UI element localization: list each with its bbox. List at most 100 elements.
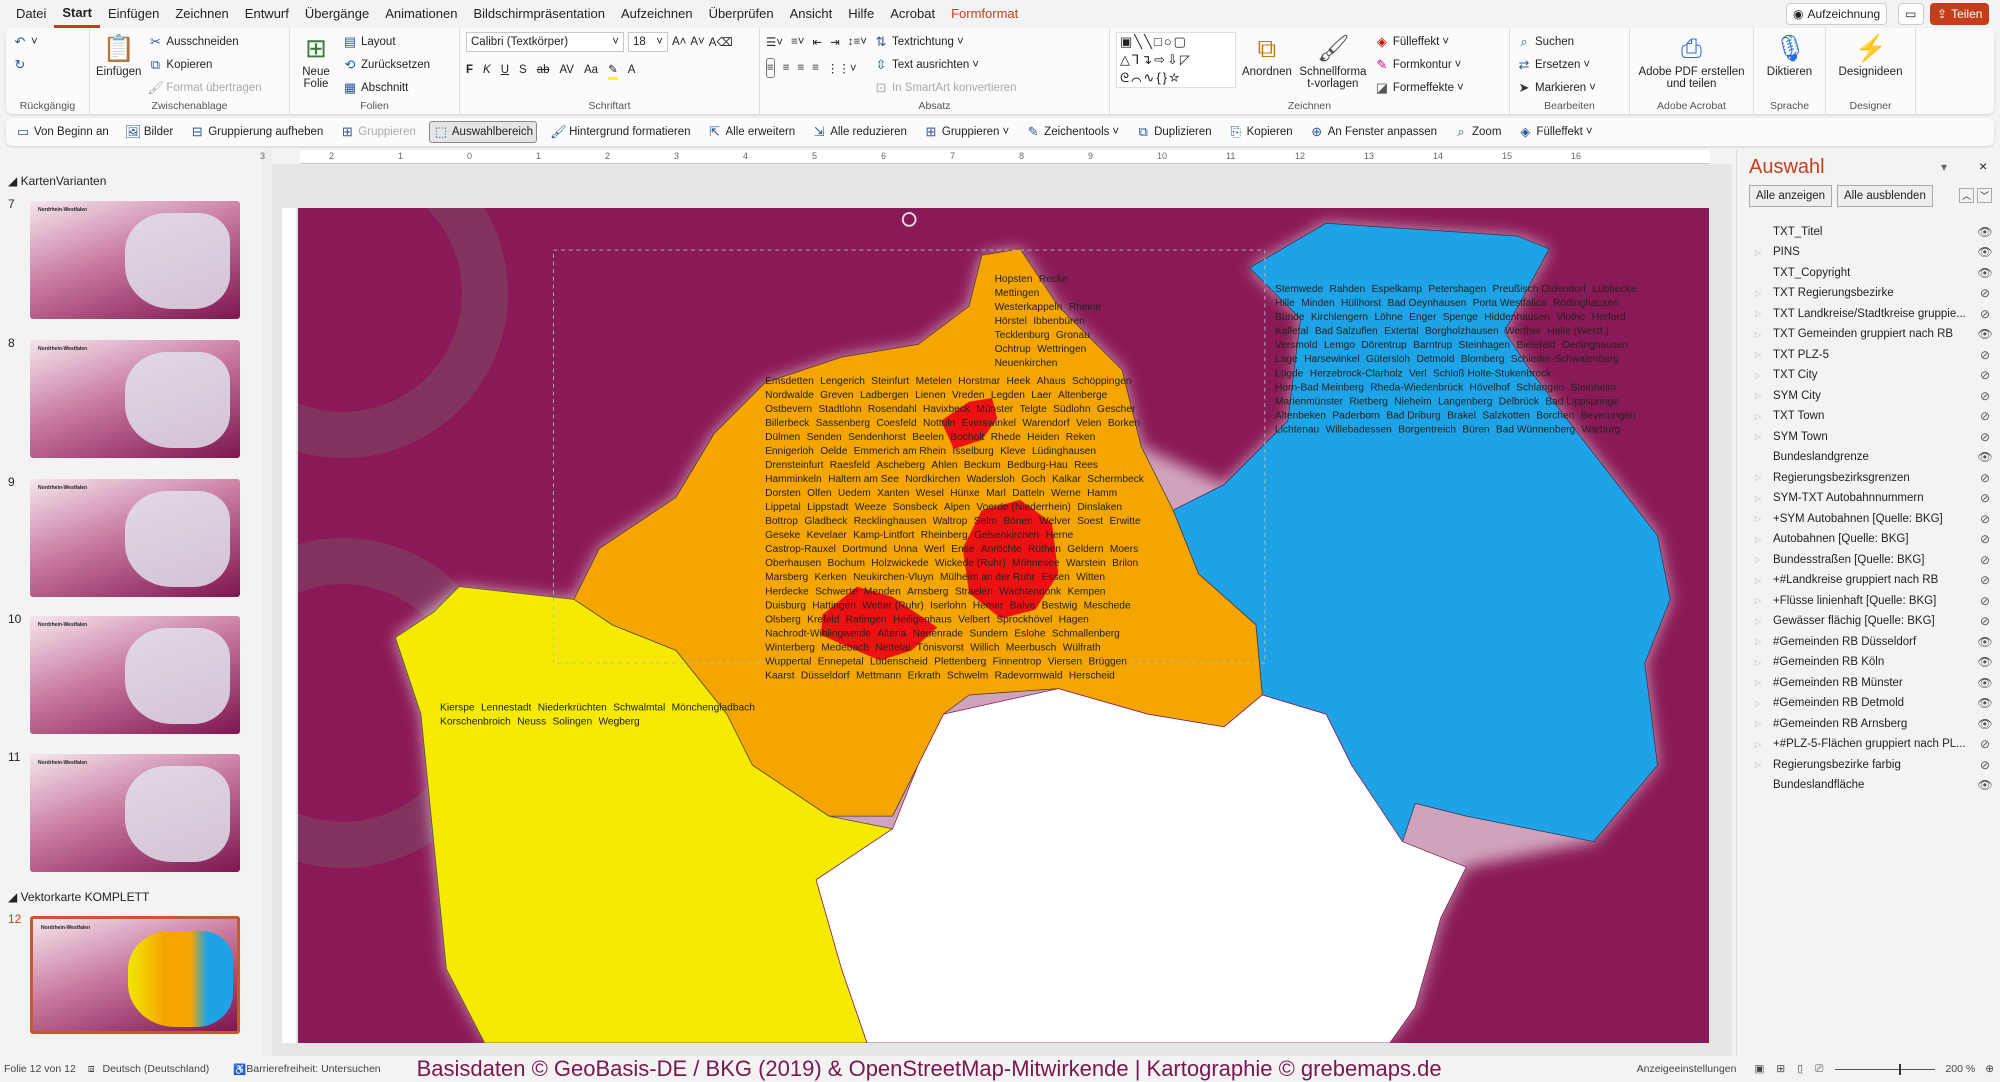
municipality-duelmen[interactable] bbox=[821, 586, 938, 661]
tab-aufzeichnen[interactable]: Aufzeichnen bbox=[621, 6, 693, 21]
expand-icon[interactable]: ▷ bbox=[1755, 514, 1762, 524]
expand-icon[interactable]: ▷ bbox=[1755, 678, 1762, 688]
copy-button[interactable]: ⧉ Kopieren bbox=[147, 55, 261, 75]
quick-an-fenster-anpassen-button[interactable]: ⊕ An Fenster anpassen bbox=[1306, 122, 1440, 142]
expand-icon[interactable]: ▷ bbox=[1755, 473, 1762, 483]
align-center-icon[interactable]: ≡ bbox=[782, 62, 790, 74]
expand-icon[interactable]: ▷ bbox=[1755, 616, 1762, 626]
adobe-pdf-button[interactable]: ⎙ Adobe PDF erstellen und teilen bbox=[1638, 33, 1745, 90]
eye-icon[interactable]: 👁 bbox=[1977, 655, 1993, 670]
bullets-icon[interactable]: ☰˅ bbox=[766, 37, 784, 49]
eye-icon[interactable]: 👁 bbox=[1977, 327, 1993, 342]
expand-icon[interactable]: ▷ bbox=[1755, 432, 1762, 442]
highlighted-municipalities[interactable] bbox=[821, 397, 1059, 661]
quick-bilder-button[interactable]: 🖼 Bilder bbox=[124, 124, 174, 139]
layout-button[interactable]: ▤ Layout bbox=[343, 34, 396, 49]
layer-item[interactable]: ▷ TXT Landkreise/Stadtkreise gruppie... ⊘ bbox=[1755, 304, 1995, 324]
region-arnsberg[interactable] bbox=[815, 688, 1467, 1043]
tab-datei[interactable]: Datei bbox=[16, 6, 47, 21]
eye-off-icon[interactable]: ⊘ bbox=[1979, 286, 1991, 301]
municipality-emsdetten[interactable] bbox=[941, 397, 998, 449]
slide-thumbnail[interactable]: Nordrhein-Westfalen bbox=[30, 201, 240, 319]
expand-icon[interactable]: ▷ bbox=[1755, 493, 1762, 503]
eye-icon[interactable]: 👁 bbox=[1977, 675, 1993, 690]
align-text-button[interactable]: ⇳ Text ausrichten ˅ bbox=[873, 55, 1017, 75]
eye-off-icon[interactable]: ⊘ bbox=[1979, 737, 1991, 752]
layer-item[interactable]: ▷ #Gemeinden RB Köln 👁 bbox=[1755, 653, 1995, 673]
eye-off-icon[interactable]: ⊘ bbox=[1979, 429, 1991, 444]
record-button[interactable]: ◉ Aufzeichnung bbox=[1786, 3, 1888, 25]
expand-icon[interactable]: ▷ bbox=[1755, 698, 1762, 708]
zoom-slider[interactable] bbox=[1835, 1063, 1936, 1075]
expand-icon[interactable]: ▷ bbox=[1755, 719, 1762, 729]
bold-button[interactable]: F bbox=[466, 64, 474, 76]
font-name-select[interactable]: Calibri (Textkörper) ˅ bbox=[466, 32, 624, 52]
quick-auswahlbereich-button[interactable]: ⬚ Auswahlbereich bbox=[428, 121, 538, 143]
quick-zoom-button[interactable]: ⌕ Zoom bbox=[1450, 122, 1504, 142]
expand-icon[interactable]: ▷ bbox=[1755, 309, 1762, 319]
layer-item[interactable]: ▷ #Gemeinden RB Düsseldorf 👁 bbox=[1755, 632, 1995, 652]
quick-fülleffekt-button[interactable]: ◈ Fülleffekt ˅ bbox=[1514, 122, 1595, 142]
layer-item[interactable]: ▷ SYM-TXT Autobahnnummern ⊘ bbox=[1755, 489, 1995, 509]
view-settings-button[interactable]: Anzeigeeinstellungen bbox=[1636, 1063, 1737, 1075]
layer-item[interactable]: ▷ Regierungsbezirke farbig ⊘ bbox=[1755, 755, 1995, 775]
expand-icon[interactable]: ▷ bbox=[1755, 370, 1762, 380]
rotate-handle[interactable] bbox=[901, 212, 917, 227]
expand-icon[interactable]: ▷ bbox=[1755, 596, 1762, 606]
slide-thumbnail[interactable]: Nordrhein-Westfalen bbox=[30, 616, 240, 734]
shape-effects-button[interactable]: ◪ Formeffekte ˅ bbox=[1375, 80, 1464, 95]
quick-gruppieren-button[interactable]: ⊞ Gruppieren bbox=[336, 122, 419, 142]
eye-off-icon[interactable]: ⊘ bbox=[1979, 614, 1991, 629]
layer-item[interactable]: ▷ TXT City ⊘ bbox=[1755, 366, 1995, 386]
italic-button[interactable]: K bbox=[483, 64, 491, 76]
presentation-icon[interactable]: ⎚ bbox=[1815, 1062, 1824, 1075]
layer-item[interactable]: ▷ TXT Town ⊘ bbox=[1755, 407, 1995, 427]
quick-duplizieren-button[interactable]: ⧉ Duplizieren bbox=[1132, 122, 1215, 142]
columns-icon[interactable]: ⋮⋮˅ bbox=[826, 63, 857, 75]
close-icon[interactable]: × bbox=[1979, 158, 1988, 174]
quick-zeichentools-button[interactable]: ✎ Zeichentools ˅ bbox=[1022, 122, 1122, 142]
underline-button[interactable]: U bbox=[500, 64, 510, 76]
layer-item[interactable]: TXT_Copyright 👁 bbox=[1755, 263, 1995, 283]
line-spacing-icon[interactable]: ↕≡˅ bbox=[847, 36, 867, 48]
hide-all-button[interactable]: Alle ausblenden bbox=[1837, 185, 1933, 207]
expand-icon[interactable]: ▷ bbox=[1755, 329, 1762, 339]
quick-gruppieren-button[interactable]: ⊞ Gruppieren ˅ bbox=[920, 122, 1012, 142]
layer-item[interactable]: ▷ Bundesstraßen [Quelle: BKG] ⊘ bbox=[1755, 550, 1995, 570]
layer-item[interactable]: ▷ SYM City ⊘ bbox=[1755, 386, 1995, 406]
fit-window-icon[interactable]: ⊕ bbox=[1985, 1063, 1994, 1075]
eye-off-icon[interactable]: ⊘ bbox=[1979, 306, 1991, 321]
expand-icon[interactable]: ▷ bbox=[1755, 657, 1762, 667]
layer-item[interactable]: ▷ TXT PLZ-5 ⊘ bbox=[1755, 345, 1995, 365]
expand-icon[interactable]: ▷ bbox=[1755, 739, 1762, 749]
eye-off-icon[interactable]: ⊘ bbox=[1979, 757, 1991, 772]
eye-off-icon[interactable]: ⊘ bbox=[1979, 368, 1991, 383]
eye-off-icon[interactable]: ⊘ bbox=[1979, 491, 1991, 506]
nrw-map[interactable]: Hopsten Recke Mettingen Westerkappeln Rheine… bbox=[298, 208, 1709, 1043]
expand-icon[interactable]: ▷ bbox=[1755, 247, 1762, 257]
font-color-button[interactable]: A bbox=[627, 64, 636, 76]
tab-übergänge[interactable]: Übergänge bbox=[304, 6, 370, 21]
quick-gruppierung-aufheben-button[interactable]: ⊟ Gruppierung aufheben bbox=[186, 122, 326, 142]
reading-view-icon[interactable]: ▯ bbox=[1797, 1063, 1803, 1075]
expand-icon[interactable]: ▷ bbox=[1755, 391, 1762, 401]
tab-animationen[interactable]: Animationen bbox=[385, 6, 458, 21]
selection-box[interactable] bbox=[553, 249, 1266, 664]
eye-off-icon[interactable]: ⊘ bbox=[1979, 511, 1991, 526]
char-spacing-button[interactable]: AV bbox=[559, 64, 574, 76]
layer-item[interactable]: ▷ +Flüsse linienhaft [Quelle: BKG] ⊘ bbox=[1755, 591, 1995, 611]
spellcheck-icon[interactable]: ⧈ bbox=[87, 1062, 95, 1075]
eye-off-icon[interactable]: ⊘ bbox=[1979, 388, 1991, 403]
language[interactable]: Deutsch (Deutschland) bbox=[102, 1063, 210, 1075]
expand-icon[interactable]: ▷ bbox=[1755, 534, 1762, 544]
layer-item[interactable]: ▷ Autobahnen [Quelle: BKG] ⊘ bbox=[1755, 530, 1995, 550]
layer-item[interactable]: ▷ Regierungsbezirksgrenzen ⊘ bbox=[1755, 468, 1995, 488]
shape-fill-button[interactable]: ◈ Fülleffekt ˅ bbox=[1374, 32, 1464, 52]
tab-entwurf[interactable]: Entwurf bbox=[244, 6, 289, 21]
eye-off-icon[interactable]: ⊘ bbox=[1979, 532, 1991, 547]
expand-icon[interactable]: ▷ bbox=[1755, 350, 1762, 360]
zoom-level[interactable]: 200 % bbox=[1945, 1063, 1976, 1075]
slide-sorter-icon[interactable]: ⊞ bbox=[1776, 1063, 1786, 1075]
expand-icon[interactable]: ▷ bbox=[1755, 760, 1762, 770]
shapes-gallery[interactable]: ▣╲╲□○▢ △⅂↴⇨⇩◸ ᘓ⌒∿{}☆ bbox=[1116, 32, 1236, 88]
